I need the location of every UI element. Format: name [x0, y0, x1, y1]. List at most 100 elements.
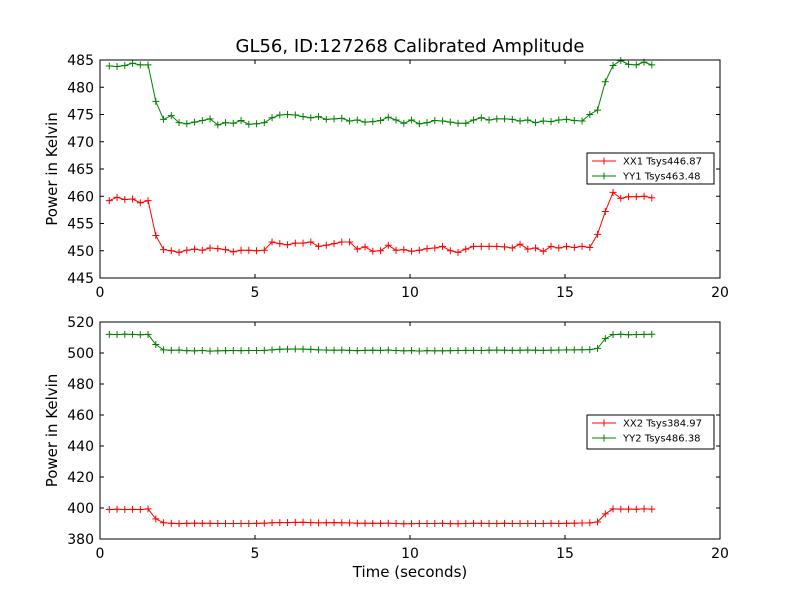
- data-point: [175, 346, 183, 354]
- data-point: [198, 347, 206, 355]
- y-tick-label: 480: [67, 377, 94, 393]
- data-point: [245, 347, 253, 355]
- data-point: [237, 347, 245, 355]
- data-point: [206, 347, 214, 355]
- data-point: [268, 238, 276, 246]
- data-point: [113, 193, 121, 201]
- data-point: [315, 519, 323, 527]
- data-point: [625, 505, 633, 513]
- data-point: [601, 78, 609, 86]
- data-point: [392, 347, 400, 355]
- data-point: [167, 519, 175, 527]
- legend-entry-label: YY2 Tsys486.38: [622, 434, 701, 445]
- data-point: [322, 241, 330, 249]
- data-point: [253, 519, 261, 527]
- x-tick-label: 5: [251, 285, 260, 301]
- data-point: [121, 196, 129, 204]
- data-point: [485, 242, 493, 250]
- data-point: [477, 519, 485, 527]
- data-point: [198, 246, 206, 254]
- data-point: [632, 331, 640, 339]
- data-point: [129, 195, 137, 203]
- data-point: [617, 330, 625, 338]
- data-point: [136, 199, 144, 207]
- data-point: [253, 120, 261, 128]
- data-point: [284, 345, 292, 353]
- legend-marker: [600, 434, 608, 442]
- data-point: [609, 331, 617, 339]
- data-point: [346, 238, 354, 246]
- data-point: [260, 519, 268, 527]
- data-point: [532, 244, 540, 252]
- data-point: [307, 238, 315, 246]
- data-point: [563, 242, 571, 250]
- data-point: [493, 346, 501, 354]
- data-point: [578, 346, 586, 354]
- legend-marker: [600, 172, 608, 180]
- data-point: [369, 247, 377, 255]
- data-point: [299, 345, 307, 353]
- data-point: [431, 116, 439, 124]
- data-point: [555, 244, 563, 252]
- data-point: [222, 347, 230, 355]
- data-point: [415, 520, 423, 527]
- data-point: [477, 114, 485, 122]
- data-point: [377, 519, 385, 527]
- data-point: [539, 520, 547, 527]
- data-point: [423, 119, 431, 127]
- data-point: [594, 518, 602, 526]
- data-point: [501, 243, 509, 251]
- data-point: [284, 111, 292, 118]
- data-point: [524, 520, 532, 527]
- x-tick-label: 10: [401, 546, 419, 562]
- y-tick-label: 465: [67, 162, 94, 178]
- data-point: [470, 242, 478, 250]
- data-point: [237, 116, 245, 124]
- data-point: [539, 346, 547, 354]
- data-point: [532, 520, 540, 527]
- data-point: [322, 115, 330, 123]
- data-point: [377, 247, 385, 255]
- data-point: [129, 330, 137, 338]
- data-point: [291, 239, 299, 247]
- data-point: [152, 231, 160, 239]
- data-point: [346, 519, 354, 527]
- data-point: [253, 247, 261, 255]
- data-point: [470, 116, 478, 124]
- data-point: [105, 330, 113, 338]
- data-point: [377, 346, 385, 354]
- data-point: [570, 519, 578, 527]
- data-point: [129, 505, 137, 513]
- data-point: [322, 346, 330, 354]
- data-point: [516, 240, 524, 248]
- data-point: [113, 331, 121, 339]
- data-point: [152, 515, 160, 523]
- series-2-1: [105, 505, 656, 528]
- y-tick-label: 455: [67, 217, 94, 233]
- data-point: [439, 519, 447, 527]
- data-point: [400, 520, 408, 528]
- y-tick-label: 420: [67, 470, 94, 486]
- y-tick-label: 460: [67, 189, 94, 205]
- chart-title: GL56, ID:127268 Calibrated Amplitude: [236, 36, 585, 57]
- data-point: [431, 347, 439, 355]
- data-point: [446, 520, 454, 528]
- data-point: [284, 519, 292, 527]
- data-point: [632, 61, 640, 69]
- data-point: [284, 241, 292, 249]
- data-point: [539, 247, 547, 255]
- x-tick-label: 0: [96, 285, 105, 301]
- data-point: [547, 346, 555, 354]
- data-point: [400, 347, 408, 355]
- data-point: [198, 116, 206, 124]
- data-point: [524, 346, 532, 354]
- legend: XX2 Tsys384.97 YY2 Tsys486.38: [586, 414, 715, 450]
- y-tick-label: 475: [67, 108, 94, 124]
- data-point: [446, 118, 454, 126]
- data-point: [160, 246, 168, 254]
- data-point: [268, 114, 276, 122]
- data-point: [594, 230, 602, 238]
- data-point: [625, 193, 633, 201]
- data-point: [183, 246, 191, 254]
